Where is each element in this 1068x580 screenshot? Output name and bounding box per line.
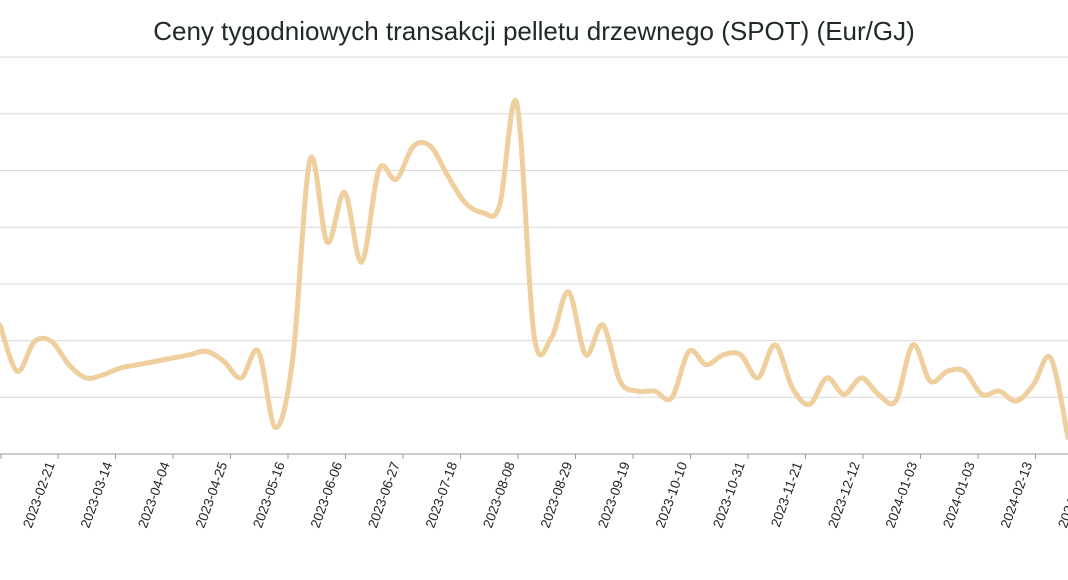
x-tick-label: 2023-11-21 [768, 460, 805, 529]
x-tick-label: 2023-12-12 [825, 460, 863, 530]
x-tick-label: 2023-06-06 [308, 460, 346, 530]
x-tick-label: 2024-01-03 [940, 460, 978, 530]
x-tick-label: 2023-08-08 [480, 460, 518, 530]
x-tick-label: 2023-10-31 [710, 460, 748, 530]
x-tick-label: 2024-02-27 [1055, 460, 1068, 530]
x-tick-label: 2023-07-18 [423, 460, 461, 530]
x-tick-label: 2023-05-16 [250, 460, 288, 530]
x-tick-label: 2023-06-27 [365, 460, 403, 530]
x-tick-label: 2023-02-21 [20, 460, 58, 530]
chart-title: Ceny tygodniowych transakcji pelletu drz… [153, 16, 915, 46]
gridlines [0, 56, 1068, 455]
x-tick-label: 2023-04-25 [193, 460, 231, 530]
x-tick-label: 2024-01-03 [883, 460, 921, 530]
x-tick-label: 2023-03-14 [78, 459, 116, 529]
x-tick-label: 2024-02-13 [998, 460, 1036, 530]
series-line [0, 98, 1068, 440]
x-tick-label: 2023-09-19 [595, 460, 633, 530]
x-tick-label: 2023-10-10 [653, 460, 691, 530]
x-axis-ticks: 2023-02-21 2023-03-14 2023-04-04 2023-04-25… [0, 454, 1068, 530]
x-tick-label: 2023-08-29 [538, 460, 576, 530]
x-tick-label: 2023-04-04 [135, 459, 173, 529]
